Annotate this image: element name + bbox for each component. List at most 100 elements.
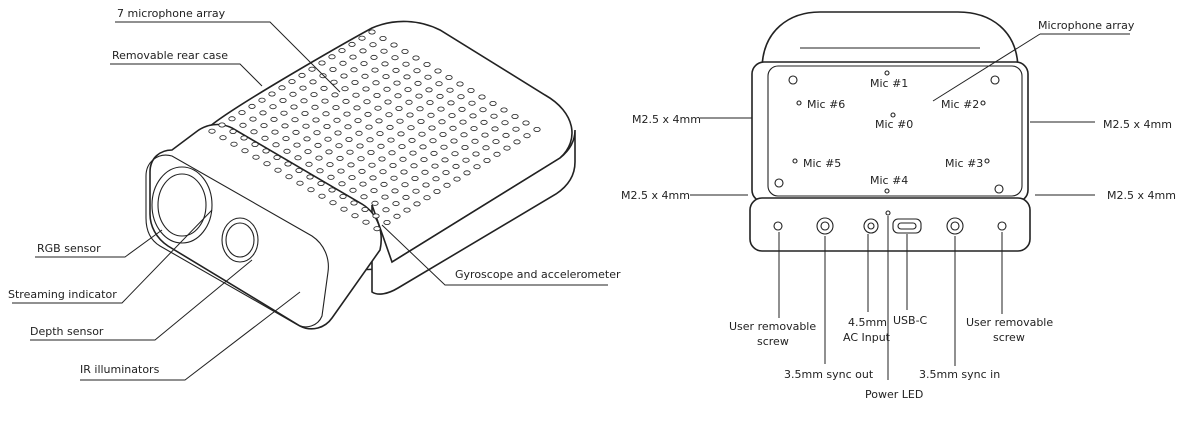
grille-hole bbox=[413, 68, 421, 74]
grille-hole bbox=[361, 206, 369, 212]
grille-hole bbox=[325, 149, 333, 155]
power-led bbox=[885, 210, 891, 216]
grille-hole bbox=[440, 144, 448, 150]
grille-hole bbox=[383, 86, 391, 92]
grille-hole bbox=[320, 85, 328, 91]
grille-hole bbox=[294, 155, 302, 161]
grille-hole bbox=[432, 176, 440, 182]
grille-hole bbox=[442, 170, 450, 176]
grille-hole bbox=[334, 130, 342, 136]
grille-hole bbox=[415, 93, 423, 99]
grille-hole bbox=[304, 149, 312, 155]
label-power-led: Power LED bbox=[865, 388, 923, 401]
grille-hole bbox=[358, 35, 366, 41]
grille-hole bbox=[400, 169, 408, 175]
grille-hole bbox=[424, 74, 432, 80]
label-usb-c: USB-C bbox=[893, 314, 928, 327]
grille-hole bbox=[368, 162, 376, 168]
grille-hole bbox=[470, 126, 478, 132]
grille-hole bbox=[402, 61, 410, 67]
grille-hole bbox=[366, 137, 374, 143]
grille-hole bbox=[291, 117, 299, 123]
user-screw-right-icon bbox=[997, 221, 1007, 231]
grille-hole bbox=[337, 168, 345, 174]
grille-hole bbox=[421, 169, 429, 175]
grille-hole bbox=[340, 206, 348, 212]
grille-hole bbox=[269, 104, 277, 110]
grille-hole bbox=[479, 107, 487, 113]
grille-hole bbox=[335, 143, 343, 149]
grille-hole bbox=[431, 163, 439, 169]
grille-hole bbox=[395, 106, 403, 112]
grille-hole bbox=[398, 144, 406, 150]
grille-hole bbox=[347, 162, 355, 168]
grille-hole bbox=[434, 68, 442, 74]
grille-hole bbox=[459, 119, 467, 125]
grille-hole bbox=[370, 54, 378, 60]
label-streaming-indicator: Streaming indicator bbox=[8, 288, 117, 301]
usb-c-port bbox=[892, 218, 922, 234]
grille-hole bbox=[346, 149, 354, 155]
grille-hole bbox=[296, 180, 304, 186]
grille-hole bbox=[360, 61, 368, 67]
sync-in-port bbox=[946, 217, 964, 235]
grille-hole bbox=[436, 93, 444, 99]
grille-hole bbox=[359, 48, 367, 54]
grille-hole bbox=[381, 194, 389, 200]
grille-hole bbox=[333, 117, 341, 123]
front-face bbox=[145, 154, 329, 328]
grille-hole bbox=[298, 72, 306, 78]
grille-hole bbox=[437, 106, 445, 112]
grille-hole bbox=[381, 61, 389, 67]
grille-hole bbox=[338, 181, 346, 187]
grille-hole bbox=[406, 112, 414, 118]
grille-hole bbox=[483, 157, 491, 163]
grille-hole bbox=[450, 138, 458, 144]
grille-hole bbox=[369, 42, 377, 48]
sync-out-port bbox=[816, 217, 834, 235]
grille-hole bbox=[312, 117, 320, 123]
grille-hole bbox=[453, 176, 461, 182]
grille-hole bbox=[238, 110, 246, 116]
grille-hole bbox=[357, 156, 365, 162]
grille-hole bbox=[427, 112, 435, 118]
grille-hole bbox=[350, 67, 358, 73]
grille-hole bbox=[310, 92, 318, 98]
grille-hole bbox=[388, 150, 396, 156]
grille-hole bbox=[513, 139, 521, 145]
grille-hole bbox=[271, 129, 279, 135]
board-screws bbox=[774, 75, 1004, 194]
grille-hole bbox=[327, 174, 335, 180]
grille-hole bbox=[371, 200, 379, 206]
grille-hole bbox=[413, 201, 421, 207]
grille-hole bbox=[407, 125, 415, 131]
grille-hole bbox=[377, 143, 385, 149]
grille-hole bbox=[262, 148, 270, 154]
grille-hole bbox=[336, 155, 344, 161]
rgb-sensor-ring bbox=[157, 173, 207, 237]
grille-hole bbox=[433, 188, 441, 194]
grille-hole bbox=[328, 187, 336, 193]
grille-hole bbox=[423, 62, 431, 68]
grille-hole bbox=[447, 100, 455, 106]
grille-hole bbox=[420, 157, 428, 163]
grille-hole bbox=[493, 151, 501, 157]
label-microphone-array: Microphone array bbox=[1038, 19, 1135, 32]
grille-hole bbox=[384, 99, 392, 105]
grille-hole bbox=[371, 67, 379, 73]
grille-hole bbox=[401, 182, 409, 188]
grille-hole bbox=[263, 161, 271, 167]
grille-hole bbox=[391, 55, 399, 61]
grille-hole bbox=[449, 125, 457, 131]
grille-hole bbox=[512, 126, 520, 132]
grille-hole bbox=[352, 92, 360, 98]
grille-hole bbox=[370, 188, 378, 194]
grille-hole bbox=[355, 130, 363, 136]
grille-hole bbox=[448, 113, 456, 119]
label-user-removable-screw-left-1: User removable bbox=[729, 320, 816, 333]
grille-hole bbox=[348, 175, 356, 181]
grille-hole bbox=[428, 125, 436, 131]
grille-hole bbox=[353, 105, 361, 111]
grille-hole bbox=[397, 131, 405, 137]
grille-hole bbox=[360, 194, 368, 200]
